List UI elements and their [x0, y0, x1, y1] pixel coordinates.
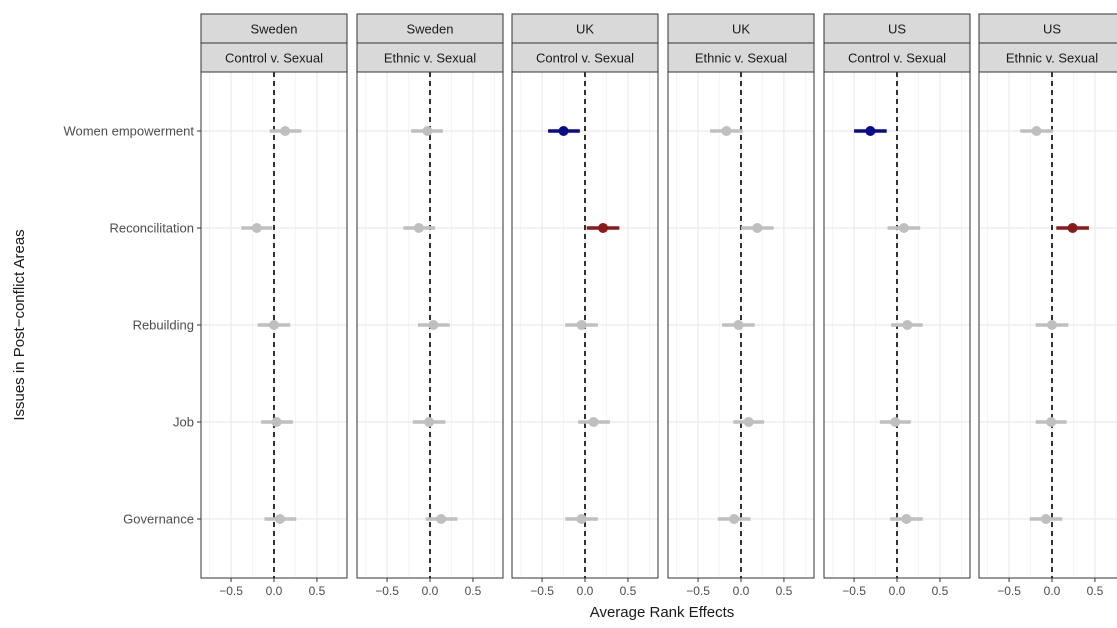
- x-tick-label: −0.5: [842, 584, 866, 598]
- facet-strip-top: [200, 13, 348, 44]
- x-tick-label: −0.5: [530, 584, 554, 598]
- x-tick-label: 0.0: [266, 584, 283, 598]
- x-tick-label: 0.0: [733, 584, 750, 598]
- facet-strip-bottom-label: Control v. Sexual: [536, 51, 634, 66]
- x-tick-label: 0.5: [465, 584, 482, 598]
- point-estimate: [269, 320, 279, 330]
- y-tick-label: Reconcilitation: [109, 221, 194, 236]
- point-estimate: [743, 417, 754, 427]
- point-estimate: [890, 417, 901, 427]
- point-estimate: [576, 320, 587, 330]
- point-estimate: [598, 223, 609, 233]
- facet-strip-bottom-label: Control v. Sexual: [225, 51, 323, 66]
- x-tick-label: 0.5: [776, 584, 793, 598]
- x-tick-label: −0.5: [686, 584, 710, 598]
- point-estimate: [428, 320, 439, 330]
- point-estimate: [733, 320, 744, 330]
- point-estimate: [422, 126, 433, 136]
- x-axis-title: Average Rank Effects: [590, 604, 735, 621]
- facet-strip-top-label: UK: [732, 22, 750, 37]
- x-tick-label: 0.0: [889, 584, 906, 598]
- point-estimate: [413, 223, 424, 233]
- point-estimate: [721, 126, 732, 136]
- x-tick-label: −0.5: [219, 584, 243, 598]
- point-estimate: [1067, 223, 1078, 233]
- x-tick-label: −0.5: [375, 584, 399, 598]
- facet-strip-top-label: US: [888, 22, 906, 37]
- facet-strip-bottom: [200, 42, 348, 73]
- y-tick-label: Job: [173, 415, 194, 430]
- facet-strip-bottom: [511, 42, 659, 73]
- facet-strip-top-label: Sweden: [251, 22, 298, 37]
- point-estimate: [901, 514, 912, 524]
- x-tick-label: 0.5: [309, 584, 326, 598]
- facet-strip-top: [511, 13, 659, 44]
- x-tick-label: 0.5: [932, 584, 949, 598]
- facet-strip-bottom-label: Ethnic v. Sexual: [1006, 51, 1098, 66]
- point-estimate: [898, 223, 909, 233]
- point-estimate: [280, 126, 291, 136]
- point-estimate: [865, 126, 876, 136]
- point-estimate: [271, 417, 282, 427]
- point-estimate: [902, 320, 913, 330]
- y-tick-label: Women empowerment: [63, 124, 194, 139]
- y-tick-label: Rebuilding: [133, 318, 194, 333]
- y-tick-label: Governance: [123, 512, 194, 527]
- x-tick-label: 0.5: [1087, 584, 1104, 598]
- y-axis-title: Issues in Post−conflict Areas: [11, 229, 28, 420]
- facet-strip-top: [978, 13, 1117, 44]
- point-estimate: [424, 417, 435, 427]
- point-estimate: [436, 514, 447, 524]
- point-estimate: [752, 223, 763, 233]
- point-estimate: [1040, 514, 1051, 524]
- point-estimate: [1046, 417, 1057, 427]
- point-estimate: [729, 514, 740, 524]
- x-tick-label: 0.0: [1044, 584, 1061, 598]
- x-tick-label: −0.5: [997, 584, 1021, 598]
- facet-strip-top-label: US: [1043, 22, 1061, 37]
- x-tick-label: 0.0: [577, 584, 594, 598]
- point-estimate: [251, 223, 262, 233]
- point-estimate: [558, 126, 569, 136]
- x-tick-label: 0.0: [422, 584, 439, 598]
- point-estimate: [1031, 126, 1042, 136]
- facet-strip-bottom: [978, 42, 1117, 73]
- facet-strip-top: [667, 13, 815, 44]
- point-estimate: [275, 514, 286, 524]
- x-tick-label: 0.5: [620, 584, 637, 598]
- facet-strip-bottom-label: Ethnic v. Sexual: [384, 51, 476, 66]
- facet-strip-bottom-label: Control v. Sexual: [848, 51, 946, 66]
- facet-strip-top-label: Sweden: [407, 22, 454, 37]
- facet-strip-bottom: [823, 42, 971, 73]
- facet-strip-top-label: UK: [576, 22, 594, 37]
- facet-strip-top: [823, 13, 971, 44]
- facet-strip-bottom-label: Ethnic v. Sexual: [695, 51, 787, 66]
- point-estimate: [576, 514, 587, 524]
- point-estimate: [588, 417, 599, 427]
- facet-strip-bottom: [356, 42, 504, 73]
- point-estimate: [1047, 320, 1057, 330]
